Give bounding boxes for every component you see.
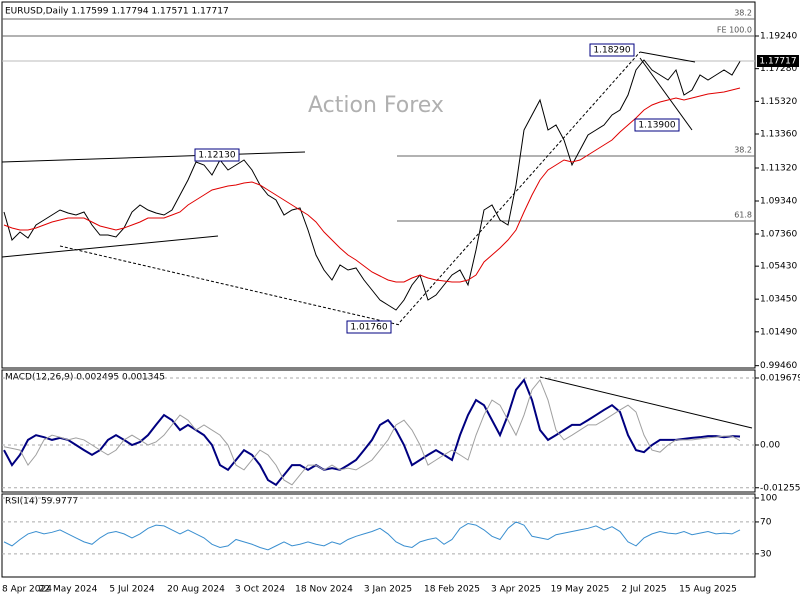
annotation: 1.17717 (759, 57, 796, 67)
series-line (3, 59, 741, 311)
annotation: 1.01760 (350, 323, 387, 333)
y-tick-label: 30 (760, 549, 772, 559)
y-tick-label: 1.11320 (760, 164, 797, 174)
label-box (634, 118, 680, 132)
series-line (3, 378, 741, 486)
rsi-panel (1, 493, 756, 578)
y-tick-label: 1.05430 (760, 262, 797, 272)
x-tick-label: 18 Feb 2025 (424, 585, 480, 595)
label-box (194, 148, 240, 162)
x-tick-label: 3 Jan 2025 (364, 585, 412, 595)
x-tick-label: 15 Aug 2025 (679, 585, 737, 595)
x-tick-label: 3 Oct 2024 (235, 585, 285, 595)
x-tick-label: 20 Aug 2024 (167, 585, 225, 595)
trendline (1, 235, 219, 258)
y-tick-label: 1.03450 (760, 295, 797, 305)
annotation: 38.2 (734, 146, 752, 155)
series-line (3, 521, 741, 551)
trendline (539, 376, 753, 429)
trendline (639, 51, 696, 63)
label-box (589, 43, 635, 57)
trendline (1, 151, 306, 163)
x-tick-label: 18 Nov 2024 (295, 585, 353, 595)
y-tick-label: 1.07360 (760, 230, 797, 240)
y-tick-label: 1.17280 (760, 64, 797, 74)
y-tick-label: 1.13360 (760, 130, 797, 140)
y-tick-label: 1.01490 (760, 327, 797, 337)
annotation: 1.13900 (638, 121, 675, 131)
y-tick-label: 70 (760, 517, 772, 527)
y-tick-label: 1.09340 (760, 197, 797, 207)
trendline (639, 57, 693, 131)
x-tick-label: 8 Apr 2024 (2, 585, 52, 595)
x-tick-label: 19 May 2025 (551, 585, 610, 595)
macd-panel (1, 369, 756, 493)
series-line (3, 378, 741, 487)
watermark: Action Forex (308, 93, 444, 118)
panel-title: EURUSD,Daily 1.17599 1.17794 1.17571 1.1… (5, 7, 229, 17)
y-tick-label: -0.012552 (760, 483, 800, 493)
series-line (3, 87, 741, 283)
annotation: 61.8 (734, 211, 752, 220)
price-panel (1, 1, 756, 369)
y-tick-label: 100 (760, 493, 777, 503)
annotation: FE 100.0 (717, 26, 752, 35)
annotation: 38.2 (734, 9, 752, 18)
panel-title: MACD(12,26,9) 0.002495 0.001345 (5, 373, 165, 383)
x-tick-label: 5 Jul 2024 (109, 585, 154, 595)
y-tick-label: 0.00 (760, 441, 780, 451)
x-tick-label: 2 Jul 2025 (621, 585, 666, 595)
trendline (399, 51, 641, 323)
x-tick-label: 22 May 2024 (39, 585, 98, 595)
x-tick-label: 3 Apr 2025 (491, 585, 541, 595)
annotation: 1.18290 (593, 46, 630, 56)
trendline (59, 245, 401, 326)
y-tick-label: 1.19240 (760, 32, 797, 42)
label-box (346, 320, 392, 334)
y-tick-label: 0.019679 (760, 374, 800, 384)
y-tick-label: 0.99460 (760, 361, 797, 371)
panel-title: RSI(14) 59.9777 (5, 497, 78, 507)
price-box (757, 55, 799, 67)
annotation: 1.12130 (198, 151, 235, 161)
y-tick-label: 1.15320 (760, 97, 797, 107)
